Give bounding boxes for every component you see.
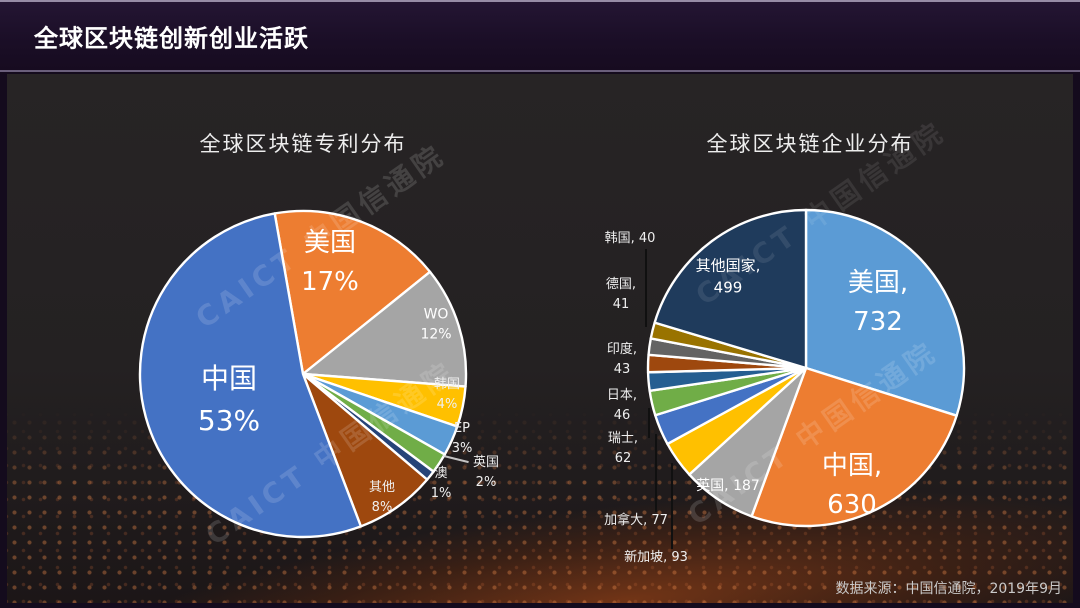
- label-text: 印度,: [606, 341, 638, 357]
- label-value: 3%: [451, 441, 473, 456]
- label-ent-japan: 日本, 46: [607, 386, 637, 426]
- label-text: 中国,: [821, 451, 883, 481]
- label-ent-canada: 加拿大, 77: [604, 511, 668, 531]
- label-text: 加拿大, 77: [604, 512, 668, 528]
- label-ent-china: 中国, 630: [822, 447, 882, 525]
- label-value: 630: [827, 490, 877, 520]
- enterprise-pie-chart: [646, 208, 966, 528]
- label-value: 732: [853, 307, 903, 337]
- label-value: 43: [613, 362, 631, 377]
- label-text: 中国: [200, 362, 258, 395]
- data-source-note: 数据来源：中国信通院，2019年9月: [835, 581, 1062, 597]
- label-ent-india: 印度, 43: [607, 340, 637, 380]
- label-value: 4%: [436, 397, 458, 412]
- pie-slice-其他国家: [653, 208, 808, 370]
- label-ent-usa: 美国, 732: [848, 264, 908, 342]
- label-text: 韩国, 40: [604, 230, 656, 246]
- label-patent-korea: 韩国 4%: [434, 375, 460, 415]
- label-value: 53%: [197, 404, 261, 437]
- label-text: 美国,: [847, 268, 909, 298]
- label-value: 1%: [430, 486, 452, 501]
- label-ent-other-countries: 其他国家, 499: [696, 255, 761, 299]
- label-text: 澳: [434, 465, 448, 481]
- label-patent-ep: EP 3%: [452, 419, 473, 459]
- label-text: EP: [453, 420, 471, 436]
- enterprise-chart-title: 全球区块链企业分布: [706, 132, 914, 156]
- label-ent-switzerland: 瑞士, 62: [608, 429, 638, 469]
- label-text: WO: [423, 306, 449, 323]
- label-value: 17%: [301, 267, 359, 297]
- label-ent-uk: 英国, 187: [696, 476, 760, 496]
- pie-slice-中国: [138, 212, 363, 539]
- label-text: 英国, 187: [696, 477, 760, 494]
- label-patent-wo: WO 12%: [420, 305, 451, 346]
- slide-title-bar: 全球区块链创新创业活跃: [0, 0, 1080, 72]
- pie-slice-美国: [804, 208, 966, 417]
- leader-line-ent-singapore: [671, 463, 673, 549]
- label-text: 英国: [472, 454, 500, 470]
- label-text: 其他: [368, 479, 396, 495]
- label-value: 46: [613, 408, 631, 423]
- pie-slice-WO: [301, 270, 468, 388]
- label-value: 41: [612, 297, 630, 312]
- leader-line-ent-switzerland: [648, 408, 650, 438]
- label-value: 499: [713, 278, 743, 296]
- pie-slice-美国: [273, 209, 432, 376]
- label-patent-other: 其他 8%: [369, 478, 395, 518]
- patent-chart-title: 全球区块链专利分布: [199, 132, 407, 156]
- label-text: 韩国: [433, 376, 461, 392]
- patent-pie-chart: [138, 209, 468, 539]
- label-value: 2%: [475, 475, 497, 490]
- label-value: 12%: [420, 327, 452, 343]
- label-value: 62: [614, 451, 632, 466]
- leader-line-ent-korea-germany: [645, 249, 647, 327]
- label-patent-australia: 澳 1%: [431, 464, 452, 504]
- label-text: 瑞士,: [607, 430, 639, 446]
- pie-slice-中国: [750, 366, 958, 528]
- label-ent-germany: 德国, 41: [606, 275, 636, 315]
- label-patent-uk: 英国 2%: [473, 453, 499, 493]
- label-patent-china: 中国 53%: [198, 358, 260, 442]
- label-text: 日本,: [606, 387, 638, 403]
- leader-line-ent-canada: [655, 434, 657, 512]
- label-value: 8%: [371, 500, 393, 515]
- label-text: 新加坡, 93: [624, 549, 688, 565]
- label-text: 德国,: [605, 276, 637, 292]
- label-patent-usa: 美国 17%: [301, 224, 359, 302]
- label-text: 其他国家,: [695, 256, 761, 275]
- label-text: 美国: [303, 228, 357, 258]
- label-ent-korea: 韩国, 40: [605, 229, 656, 249]
- page-title: 全球区块链创新创业活跃: [34, 24, 309, 53]
- label-ent-singapore: 新加坡, 93: [624, 548, 688, 568]
